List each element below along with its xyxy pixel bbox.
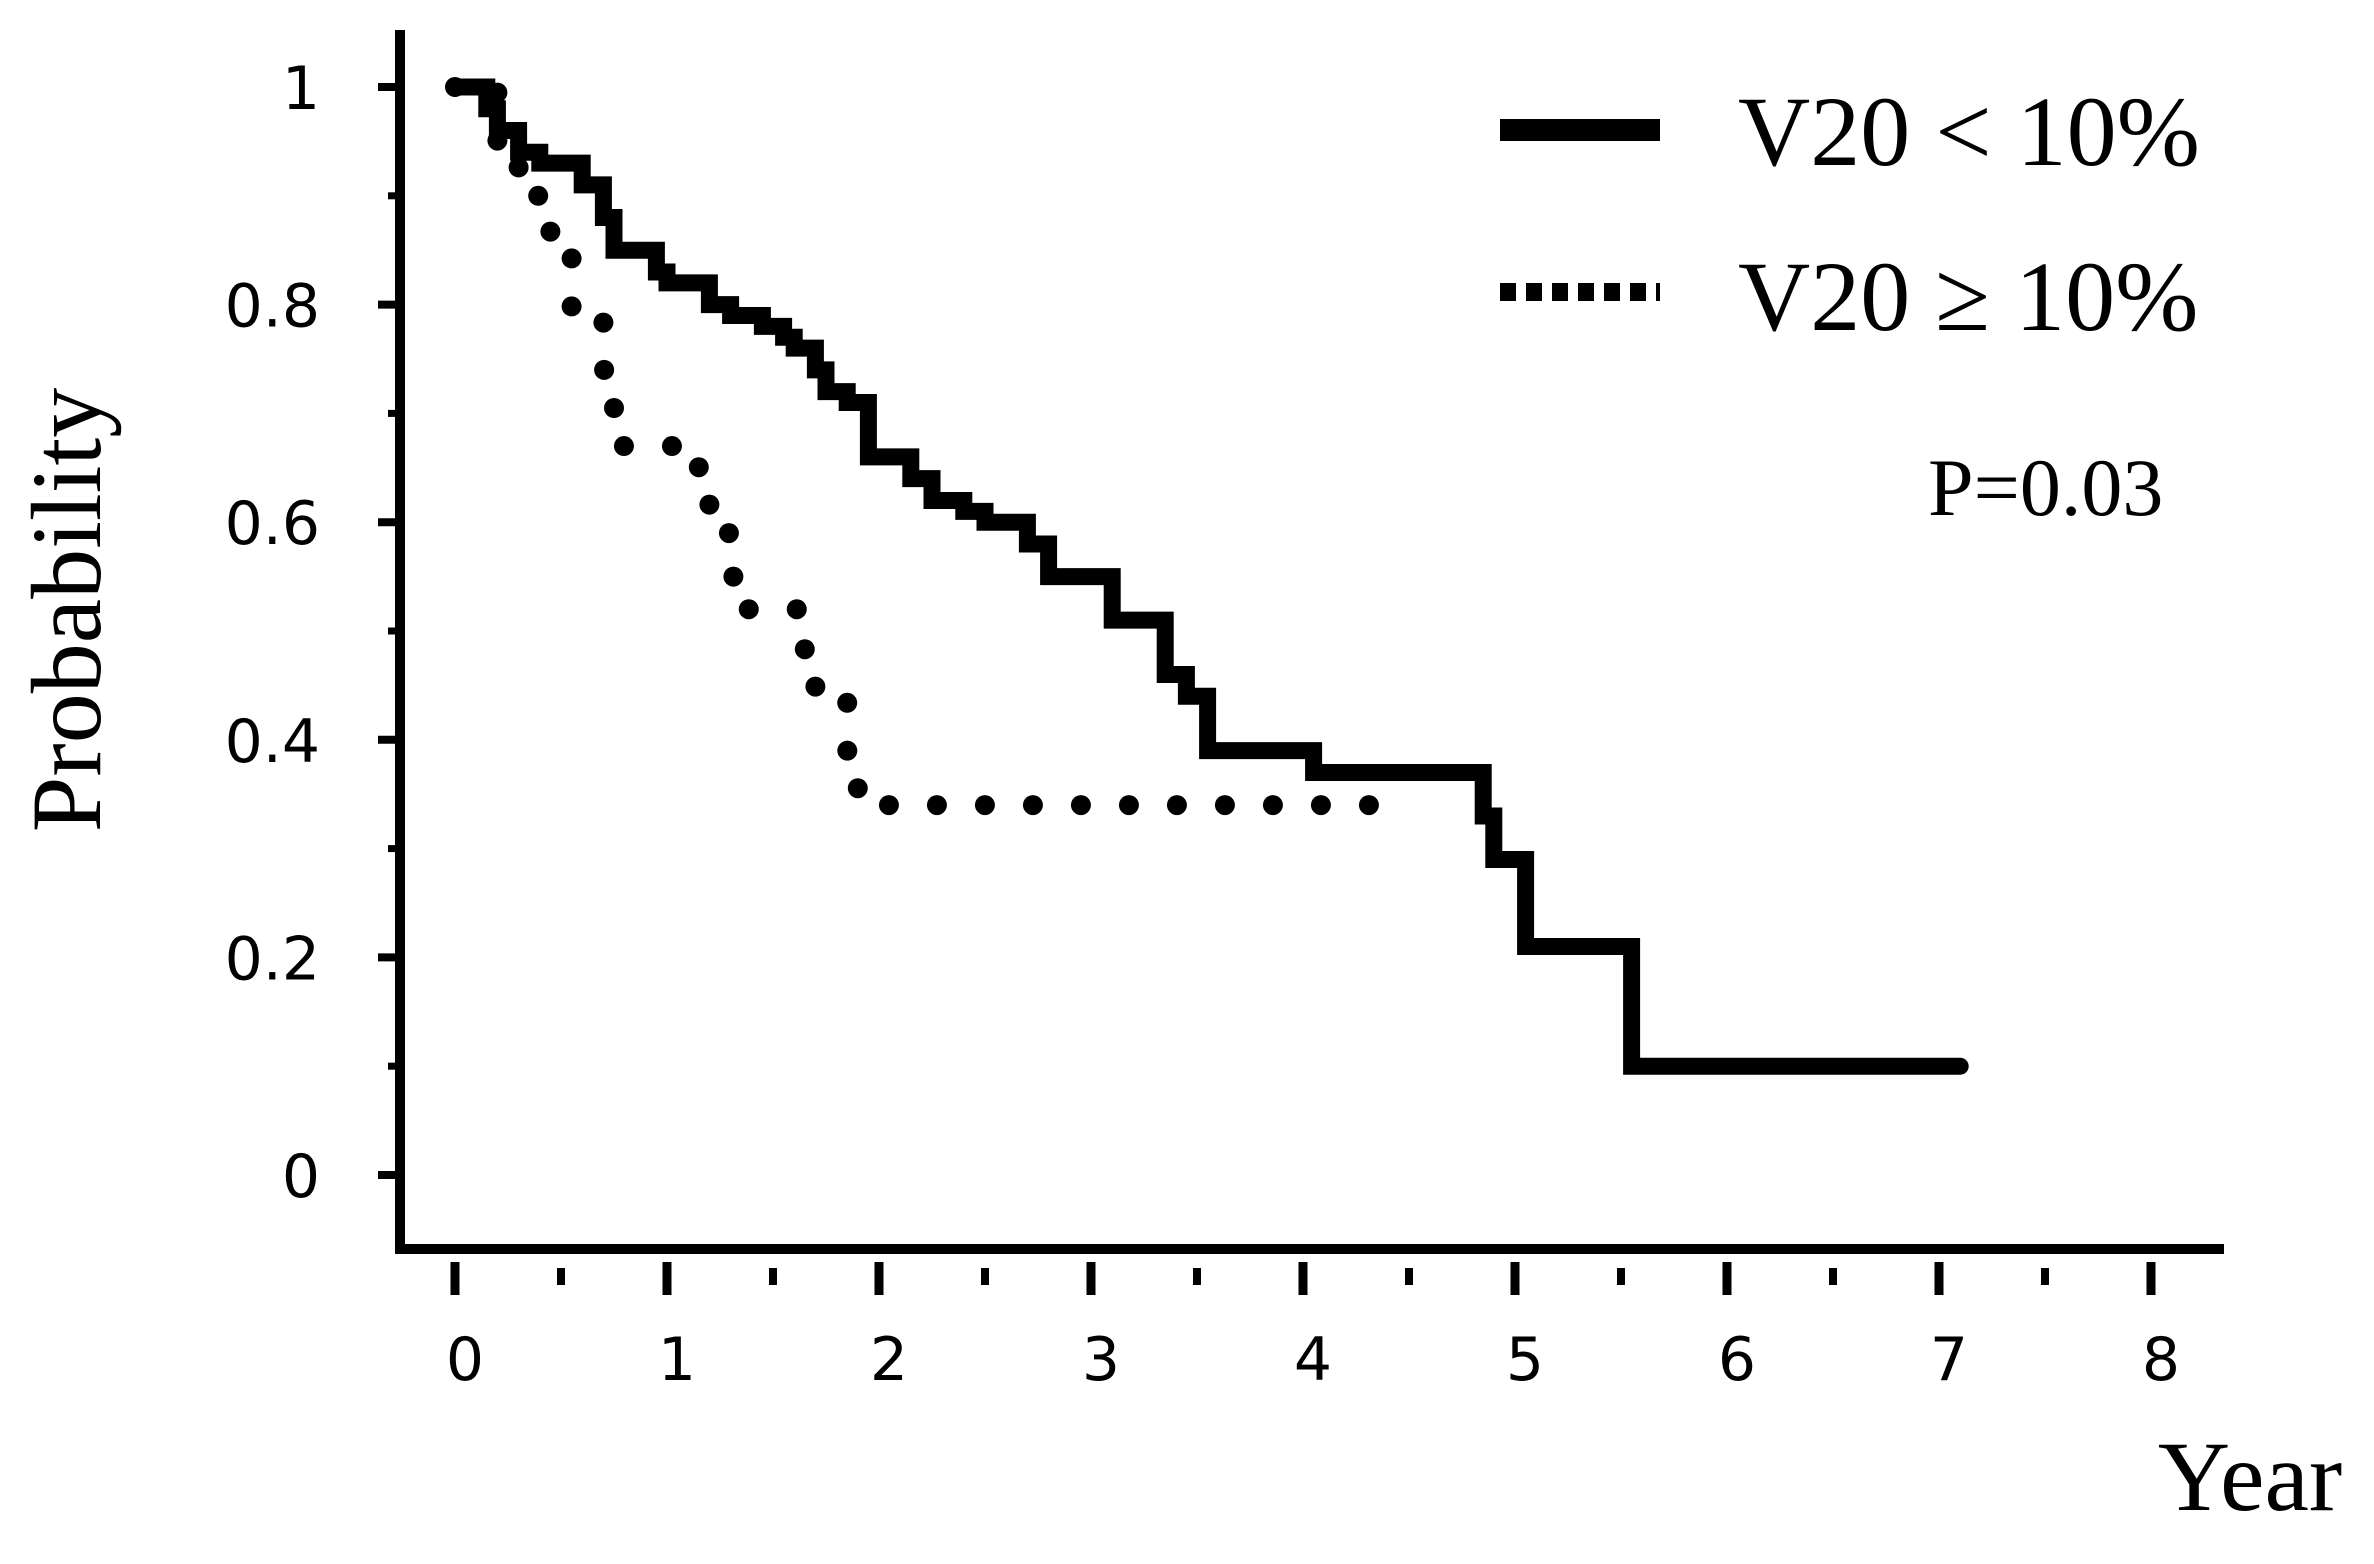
x-tick-label: 8 — [2142, 1325, 2180, 1395]
x-tick-label: 7 — [1930, 1325, 1968, 1395]
legend: V20 < 10% V20 ≥ 10% — [1500, 76, 2200, 352]
y-tick-label: 0.8 — [225, 272, 320, 342]
y-tick-label: 0.2 — [225, 924, 320, 994]
y-tick-label: 0.6 — [225, 489, 320, 559]
series-line-1 — [446, 78, 1969, 1075]
x-tick-label: 2 — [870, 1325, 908, 1395]
y-ticks: 0 0.2 0.4 0.6 0.8 1 — [225, 54, 400, 1212]
x-tick-label: 6 — [1718, 1325, 1756, 1395]
y-tick-label: 0.4 — [225, 707, 320, 777]
x-tick-label: 1 — [658, 1325, 696, 1395]
x-tick-label: 4 — [1294, 1325, 1332, 1395]
x-ticks: 0 1 2 3 4 5 6 7 8 — [446, 1262, 2180, 1395]
x-tick-label: 5 — [1506, 1325, 1544, 1395]
y-tick-label: 0 — [282, 1142, 320, 1212]
x-tick-label: 0 — [446, 1325, 484, 1395]
x-axis-title: Year — [2158, 1421, 2342, 1532]
series-line-2 — [445, 77, 1419, 816]
series-layer — [445, 77, 1969, 1075]
y-axis-title: Probability — [11, 388, 122, 832]
p-value-annotation: P=0.03 — [1928, 442, 2163, 533]
legend-label-v20-ge-10: V20 ≥ 10% — [1738, 241, 2198, 352]
x-tick-label: 3 — [1082, 1325, 1120, 1395]
axes — [395, 30, 2224, 1254]
legend-label-v20-lt-10: V20 < 10% — [1738, 76, 2200, 187]
y-tick-label: 1 — [282, 54, 320, 124]
